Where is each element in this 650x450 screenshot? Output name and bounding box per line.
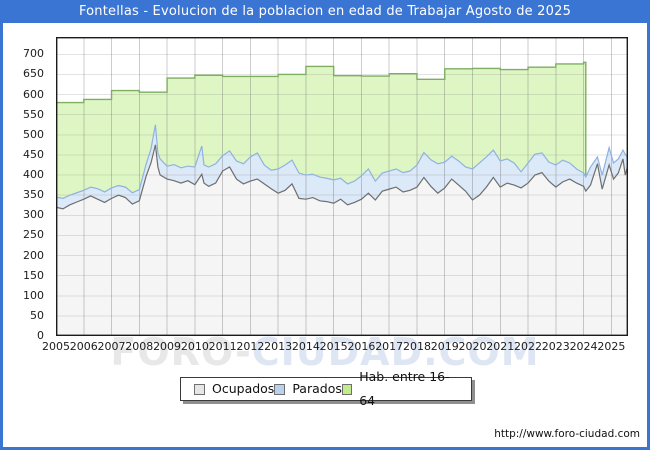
title-bar: Fontellas - Evolucion de la poblacion en…	[0, 0, 650, 23]
plot-area	[55, 36, 629, 337]
x-tick-label: 2017	[375, 340, 404, 353]
legend-label-ocupados: Ocupados	[212, 381, 275, 396]
watermark: FORO-CIUDAD.COM	[0, 330, 650, 374]
x-tick-label: 2012	[236, 340, 265, 353]
x-tick-label: 2018	[402, 340, 431, 353]
x-tick-label: 2010	[180, 340, 209, 353]
y-tick-label: 50	[30, 308, 44, 322]
x-tick-label: 2019	[430, 340, 459, 353]
x-tick-label: 2022	[514, 340, 543, 353]
x-tick-label: 2023	[541, 340, 570, 353]
y-tick-label: 150	[23, 268, 44, 282]
legend-item-parados: Parados	[274, 377, 342, 401]
y-tick-label: 450	[23, 147, 44, 161]
y-tick-label: 350	[23, 188, 44, 202]
x-tick-label: 2024	[569, 340, 598, 353]
y-tick-label: 400	[23, 168, 44, 182]
y-tick-label: 0	[37, 329, 44, 342]
x-tick-label: 2015	[319, 340, 348, 353]
x-tick-label: 2025	[597, 340, 626, 353]
x-tick-label: 2013	[264, 340, 293, 353]
x-tick-label: 2009	[153, 340, 182, 353]
legend-swatch-ocupados-icon	[194, 383, 205, 395]
x-tick-label: 2021	[486, 340, 515, 353]
legend-swatch-hab-icon	[341, 383, 353, 395]
x-tick-label: 2007	[97, 340, 126, 353]
y-tick-label: 300	[23, 208, 44, 222]
x-tick-label: 2016	[347, 340, 376, 353]
legend-item-hab-16-64: Hab. entre 16-64	[341, 365, 458, 413]
legend-swatch-parados-icon	[274, 383, 286, 395]
y-tick-label: 700	[23, 47, 44, 61]
y-tick-label: 650	[23, 67, 44, 81]
footer-url: http://www.foro-ciudad.com	[494, 428, 640, 440]
watermark-ciudad: CIUDAD.COM	[251, 330, 540, 374]
chart-svg	[55, 36, 629, 337]
legend-label-parados: Parados	[292, 381, 342, 396]
y-tick-label: 600	[23, 87, 44, 101]
legend-item-ocupados: Ocupados	[194, 377, 274, 401]
y-tick-label: 100	[23, 288, 44, 302]
x-tick-label: 2008	[125, 340, 154, 353]
watermark-foro: FORO-	[110, 330, 252, 374]
legend-label-hab: Hab. entre 16-64	[359, 369, 450, 408]
legend: Ocupados Parados Hab. entre 16-64	[180, 369, 472, 408]
y-tick-label: 550	[23, 107, 44, 121]
y-tick-label: 500	[23, 127, 44, 141]
x-tick-label: 2020	[458, 340, 487, 353]
x-tick-label: 2006	[69, 340, 98, 353]
x-tick-label: 2014	[291, 340, 320, 353]
page-title: Fontellas - Evolucion de la poblacion en…	[78, 4, 572, 19]
y-tick-label: 250	[23, 228, 44, 242]
x-tick-label: 2005	[42, 340, 70, 353]
x-tick-label: 2011	[208, 340, 237, 353]
y-tick-label: 200	[23, 248, 44, 262]
